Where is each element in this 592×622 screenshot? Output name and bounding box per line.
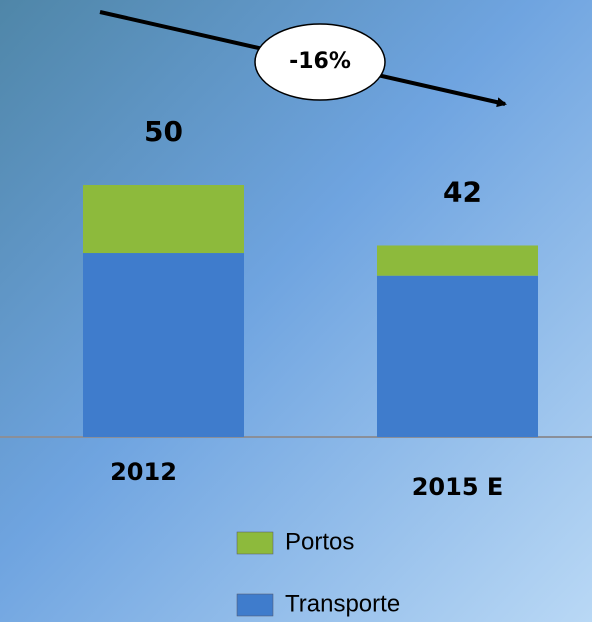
legend-swatch [236, 593, 274, 617]
legend-label: Portos [285, 528, 354, 555]
annotation: -16% [289, 49, 351, 74]
x-tick-label: 2015 E [412, 473, 504, 501]
x-tick-label: 2012 [110, 458, 177, 486]
bar-segment [83, 185, 244, 254]
legend-swatch [236, 531, 274, 555]
legend-label: Transporte [285, 590, 400, 617]
bar-segment [83, 253, 244, 437]
total-label: 50 [144, 115, 183, 148]
bar-segment [377, 275, 538, 437]
bar-segment [377, 245, 538, 276]
total-label: 42 [443, 175, 482, 208]
annotation-bubble [254, 23, 386, 101]
